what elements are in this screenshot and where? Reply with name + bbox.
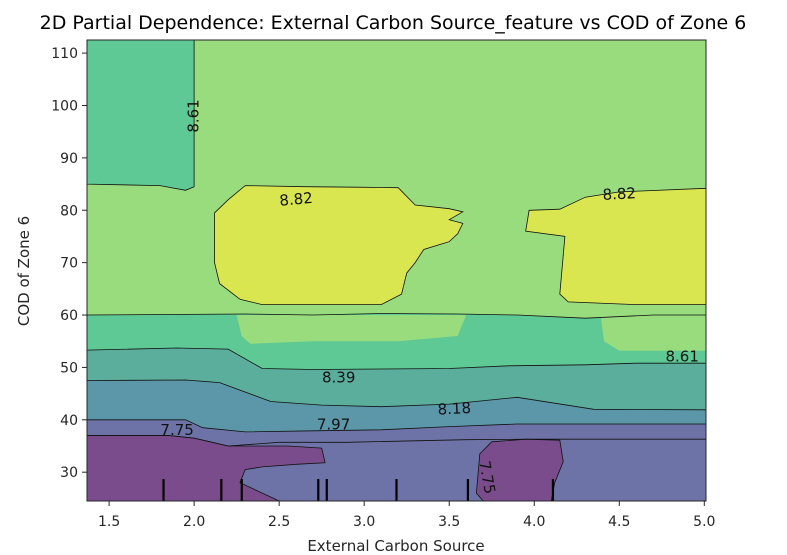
- chart-title: 2D Partial Dependence: External Carbon S…: [40, 12, 747, 34]
- x-tick-label: 4.0: [523, 514, 545, 530]
- contour-label: 7.75: [475, 459, 499, 495]
- contour-line: [87, 379, 706, 411]
- y-tick-label: 50: [60, 360, 78, 376]
- contour-label: 8.39: [322, 368, 355, 386]
- band-8.18-8.39: [87, 348, 706, 410]
- contour-line: [87, 40, 195, 191]
- contour-line: [525, 187, 706, 305]
- contour-lines: [87, 40, 706, 501]
- band-below-7.75-left: [87, 435, 326, 501]
- y-tick-label: 80: [60, 203, 78, 219]
- x-tick-label: 3.0: [353, 514, 375, 530]
- y-tick-label: 90: [60, 151, 78, 167]
- contour-label: 7.97: [317, 416, 350, 434]
- band-8.61-upper-left: [87, 40, 195, 191]
- contour-label: 8.61: [665, 347, 698, 365]
- y-tick-label: 30: [60, 465, 78, 481]
- band-above-8.82-right: [525, 188, 706, 305]
- band-8.61-dip-right: [600, 315, 706, 351]
- y-tick-label: 40: [60, 413, 78, 429]
- contour-label: 7.75: [160, 421, 193, 439]
- y-tick-label: 60: [60, 308, 78, 324]
- x-axis: 1.5 2.0 2.5 3.0 3.5 4.0 4.5 5.0: [98, 501, 715, 530]
- contour-labels: 8.61 8.82 8.82 8.61 8.39 8.18 7.97 7.75 7.75: [160, 99, 698, 495]
- x-tick-label: 1.5: [98, 514, 120, 530]
- x-tick-label: 5.0: [693, 514, 715, 530]
- band-above-8.82-center: [214, 185, 463, 305]
- contour-label: 8.61: [185, 99, 203, 132]
- x-tick-label: 2.0: [183, 514, 205, 530]
- y-tick-label: 100: [51, 98, 78, 114]
- contour-line: [214, 185, 464, 305]
- y-axis-label: COD of Zone 6: [15, 216, 33, 326]
- contour-line: [87, 347, 706, 370]
- y-tick-label: 70: [60, 256, 78, 272]
- y-axis: 30 40 50 60 70 80 90 100 110: [51, 46, 87, 481]
- y-tick-label: 110: [51, 46, 78, 62]
- x-tick-label: 4.5: [608, 514, 630, 530]
- rug-marks: [162, 479, 555, 501]
- x-axis-label: External Carbon Source: [307, 537, 484, 555]
- band-7.97-8.18: [87, 380, 706, 432]
- band-8.61-dip: [236, 315, 467, 344]
- contour-label: 8.18: [437, 399, 471, 419]
- contour-label: 8.82: [279, 189, 314, 210]
- contour-bands: [87, 40, 706, 501]
- x-tick-label: 3.5: [438, 514, 460, 530]
- contour-line: [87, 419, 706, 433]
- contour-line: [87, 313, 706, 319]
- x-tick-label: 2.5: [268, 514, 290, 530]
- plot-frame: [86, 39, 707, 502]
- contour-line: [87, 435, 326, 501]
- band-below-7.75-right: [476, 439, 564, 501]
- contour-label: 8.82: [602, 184, 636, 204]
